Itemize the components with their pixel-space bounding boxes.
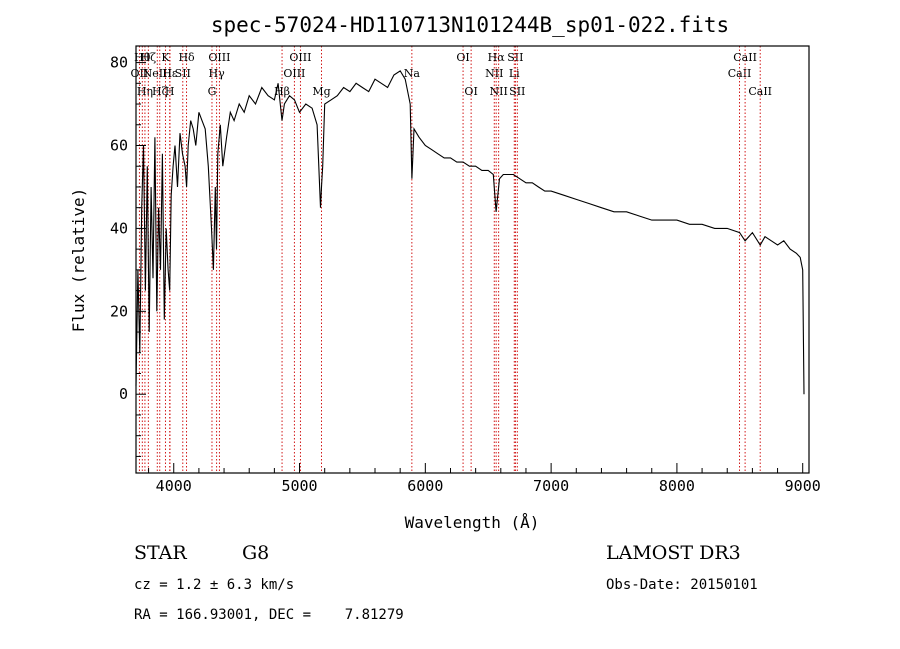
x-tick-label: 4000 xyxy=(156,477,192,495)
line-marker-label: CaII xyxy=(733,51,757,64)
line-marker-label: Li xyxy=(509,67,520,80)
line-marker-label: Hη xyxy=(137,85,153,98)
ra-dec: RA = 166.93001, DEC = 7.81279 xyxy=(134,607,404,623)
line-marker-label: OI xyxy=(456,51,469,64)
line-marker-label: SII xyxy=(509,85,525,98)
x-tick-label: 7000 xyxy=(533,477,569,495)
plot-frame xyxy=(135,45,810,474)
x-tick-label: 6000 xyxy=(407,477,443,495)
object-class: STAR xyxy=(134,542,187,564)
line-marker-label: CaII xyxy=(748,85,772,98)
x-tick-label: 5000 xyxy=(281,477,317,495)
x-axis-label: Wavelength (Å) xyxy=(405,513,540,532)
redshift-cz: cz = 1.2 ± 6.3 km/s xyxy=(134,577,294,593)
y-tick-label: 20 xyxy=(110,302,128,320)
line-marker-label: G xyxy=(208,85,217,98)
line-marker-label: Hγ xyxy=(209,67,226,80)
spectrum-line xyxy=(135,70,805,395)
line-marker-label: Na xyxy=(404,67,421,80)
line-marker-label: NII xyxy=(490,85,508,98)
y-tick-label: 80 xyxy=(110,54,128,72)
line-marker-label: OIII xyxy=(289,51,311,64)
line-marker-label: Hζ xyxy=(152,85,168,98)
line-marker-label: Hζ xyxy=(141,51,157,64)
y-axis-label: Flux (relative) xyxy=(69,188,88,333)
axis-ticks: 4000 5000 6000 7000 8000 9000 0 20 40 60 80 xyxy=(110,54,821,495)
line-marker-label: OI xyxy=(464,85,477,98)
line-marker-label: OIII xyxy=(283,67,305,80)
subclass: G8 xyxy=(242,542,269,564)
x-tick-label: 9000 xyxy=(785,477,821,495)
line-marker-label: CaII xyxy=(728,67,752,80)
line-marker-label: SII xyxy=(175,67,191,80)
chart-title: spec-57024-HD110713N101244B_sp01-022.fit… xyxy=(211,13,729,37)
x-tick-label: 8000 xyxy=(659,477,695,495)
line-marker-label: Hε xyxy=(162,67,178,80)
y-tick-label: 0 xyxy=(119,385,128,403)
line-marker-label: Hβ xyxy=(274,85,290,98)
line-marker-label: Hθ xyxy=(134,51,151,64)
line-marker-label: Hα xyxy=(488,51,506,64)
line-markers: OIIHθHηHζNeIIIHζKHHεSIIHδGHγOIIIHβOIIIOI… xyxy=(131,46,772,473)
line-marker-label: SII xyxy=(507,51,523,64)
line-marker-label: NeIII xyxy=(143,67,172,80)
obs-date: Obs-Date: 20150101 xyxy=(606,577,758,593)
line-marker-label: K xyxy=(161,51,170,64)
y-tick-label: 60 xyxy=(110,136,128,154)
line-marker-label: Hδ xyxy=(178,51,195,64)
survey-name: LAMOST DR3 xyxy=(606,542,741,564)
line-marker-label: NII xyxy=(485,67,503,80)
line-marker-label: OII xyxy=(131,67,149,80)
line-marker-label: OIII xyxy=(208,51,230,64)
y-tick-label: 40 xyxy=(110,219,128,237)
line-marker-label: Mg xyxy=(312,85,330,98)
